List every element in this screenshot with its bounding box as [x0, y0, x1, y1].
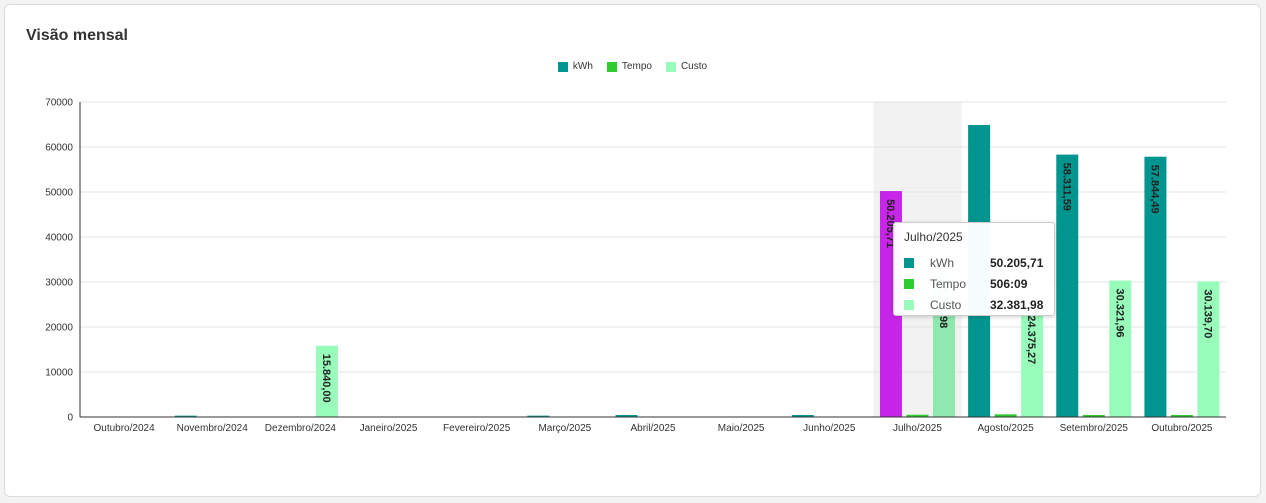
card-title: Visão mensal	[26, 27, 128, 44]
x-tick-label: Maio/2025	[718, 423, 765, 434]
bar-kwh	[174, 415, 197, 417]
x-tick-label: Outubro/2025	[1151, 423, 1213, 434]
bar-data-label: 24.375,27	[1025, 315, 1037, 364]
y-tick-label: 30000	[45, 278, 73, 289]
y-tick-label: 50000	[45, 188, 73, 199]
bar-tempo	[906, 414, 929, 417]
tooltip-value-tempo: 506:09	[990, 277, 1028, 291]
bar-custo	[1109, 280, 1132, 417]
bar-data-label: 30.321,96	[1113, 289, 1125, 338]
x-tick-label: Dezembro/2024	[265, 423, 337, 434]
x-tick-label: Novembro/2024	[177, 423, 249, 434]
tooltip-row-kwh: kWh 50.205,71	[904, 255, 1043, 271]
tooltip-value-kwh: 50.205,71	[990, 256, 1044, 270]
x-tick-label: Setembro/2025	[1060, 423, 1129, 434]
x-tick-label: Fevereiro/2025	[443, 423, 511, 434]
bar-kwh	[1056, 154, 1079, 417]
bar-kwh	[615, 414, 638, 417]
legend-swatch-kwh	[557, 61, 568, 72]
chart-tooltip: Julho/2025 kWh 50.205,71 Tempo 506:09 Cu…	[893, 222, 1055, 316]
tooltip-title: Julho/2025	[904, 230, 963, 244]
x-tick-label: Janeiro/2025	[360, 423, 418, 434]
tooltip-row-tempo: Tempo 506:09	[904, 276, 1027, 292]
bar-data-label: 15.840,00	[320, 354, 332, 403]
bar-tempo	[1082, 414, 1105, 417]
bar-data-label: 58.311,59	[1060, 163, 1072, 211]
bar-custo	[1021, 307, 1044, 417]
bar-kwh	[1144, 156, 1167, 417]
x-tick-label: Junho/2025	[803, 423, 856, 434]
x-tick-label: Abril/2025	[630, 423, 675, 434]
x-tick-label: Março/2025	[538, 423, 591, 434]
y-tick-label: 10000	[45, 368, 73, 379]
y-tick-label: 20000	[45, 323, 73, 334]
legend-item-custo[interactable]: Custo	[665, 61, 708, 72]
y-tick-label: 60000	[45, 143, 73, 154]
legend-item-kwh[interactable]: kWh	[557, 61, 593, 72]
legend-swatch-tempo	[606, 61, 617, 72]
legend-label-custo: Custo	[680, 61, 708, 72]
legend-label-tempo: Tempo	[621, 61, 652, 72]
bar-custo	[315, 345, 338, 417]
x-tick-label: Agosto/2025	[978, 423, 1035, 434]
x-tick-label: Julho/2025	[893, 423, 942, 434]
x-tick-label: Outubro/2024	[93, 423, 155, 434]
y-tick-label: 0	[67, 413, 73, 424]
bar-data-label: 30.139,70	[1201, 289, 1213, 338]
legend-swatch-custo	[665, 61, 676, 72]
tooltip-row-custo: Custo 32.381,98	[904, 297, 1043, 313]
tooltip-name-tempo: Tempo	[930, 277, 967, 291]
tooltip-swatch-kwh	[904, 258, 914, 268]
tooltip-name-kwh: kWh	[930, 256, 954, 270]
legend-label-kwh: kWh	[572, 61, 593, 72]
bar-kwh	[791, 414, 814, 417]
bar-tempo	[994, 414, 1017, 417]
y-tick-label: 70000	[45, 98, 73, 109]
bar-kwh	[527, 415, 550, 417]
bar-custo	[1197, 281, 1220, 417]
chart-legend: kWh Tempo Custo	[5, 61, 1260, 72]
tooltip-value-custo: 32.381,98	[990, 298, 1044, 312]
bar-data-label: 57.844,49	[1148, 165, 1160, 214]
tooltip-swatch-tempo	[904, 279, 914, 289]
legend-item-tempo[interactable]: Tempo	[606, 61, 652, 72]
tooltip-name-custo: Custo	[930, 298, 962, 312]
tooltip-swatch-custo	[904, 300, 914, 310]
bar-tempo	[1170, 414, 1193, 417]
y-tick-label: 40000	[45, 233, 73, 244]
bar-data-label: 50.205,71	[884, 199, 896, 248]
